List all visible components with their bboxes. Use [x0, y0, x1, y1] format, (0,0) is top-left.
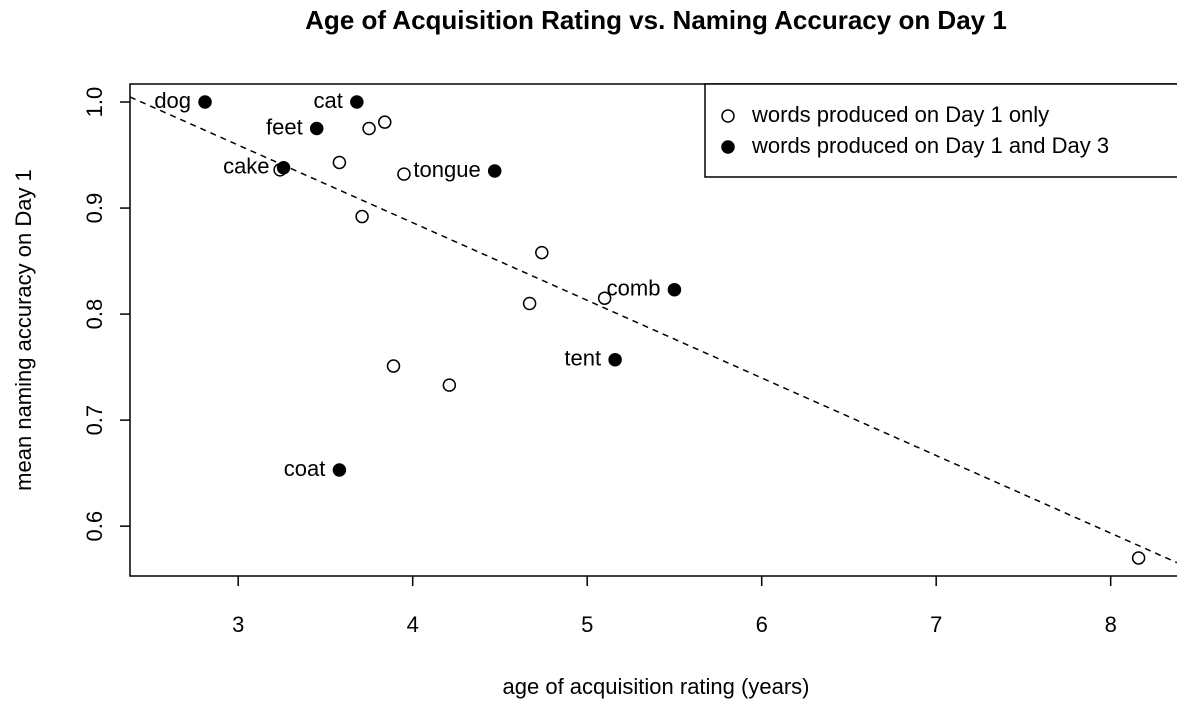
- point-label: coat: [284, 456, 326, 481]
- point: [362, 121, 376, 136]
- x-tick-label: 3: [232, 612, 244, 637]
- point: [386, 359, 401, 373]
- point: [1131, 551, 1146, 565]
- point: [397, 167, 411, 181]
- point-label: tent: [564, 346, 601, 371]
- point: [522, 296, 537, 311]
- point-label: cat: [313, 88, 342, 113]
- point: [355, 209, 369, 224]
- point: [332, 155, 347, 170]
- plot-frame: [129, 83, 1177, 577]
- point-label: dog: [154, 88, 191, 113]
- chart-title: Age of Acquisition Rating vs. Naming Acc…: [305, 5, 1007, 35]
- point: [350, 95, 364, 109]
- point: [309, 121, 324, 136]
- x-tick-label: 6: [756, 612, 768, 637]
- x-tick-label: 7: [930, 612, 942, 637]
- trend-line: [130, 96, 1177, 564]
- legend-label: words produced on Day 1 and Day 3: [751, 133, 1109, 158]
- legend-box: [704, 83, 1177, 178]
- point: [535, 245, 549, 260]
- point-label: feet: [266, 114, 303, 139]
- point-label: cake: [223, 154, 269, 179]
- legend-symbol: [721, 109, 735, 123]
- point-label: comb: [607, 276, 661, 301]
- point-label: tongue: [413, 157, 480, 182]
- plot-area: [130, 96, 1177, 564]
- point: [332, 463, 347, 477]
- point: [597, 291, 612, 305]
- point: [608, 352, 622, 367]
- y-tick-label: 0.9: [82, 193, 107, 224]
- y-tick-label: 0.8: [82, 299, 107, 330]
- point: [487, 164, 502, 178]
- point: [442, 378, 457, 392]
- x-tick-label: 4: [407, 612, 419, 637]
- point: [276, 161, 291, 175]
- legend-symbol: [721, 140, 735, 154]
- x-tick-label: 5: [581, 612, 593, 637]
- point: [198, 95, 212, 109]
- y-axis-label: mean naming accuracy on Day 1: [11, 169, 36, 491]
- point: [378, 115, 392, 129]
- y-tick-label: 0.6: [82, 511, 107, 542]
- x-tick-label: 8: [1105, 612, 1117, 637]
- x-axis-label: age of acquisition rating (years): [503, 674, 810, 699]
- point: [667, 282, 682, 297]
- legend-label: words produced on Day 1 only: [751, 102, 1049, 127]
- y-tick-label: 1.0: [82, 87, 107, 118]
- y-tick-label: 0.7: [82, 405, 107, 436]
